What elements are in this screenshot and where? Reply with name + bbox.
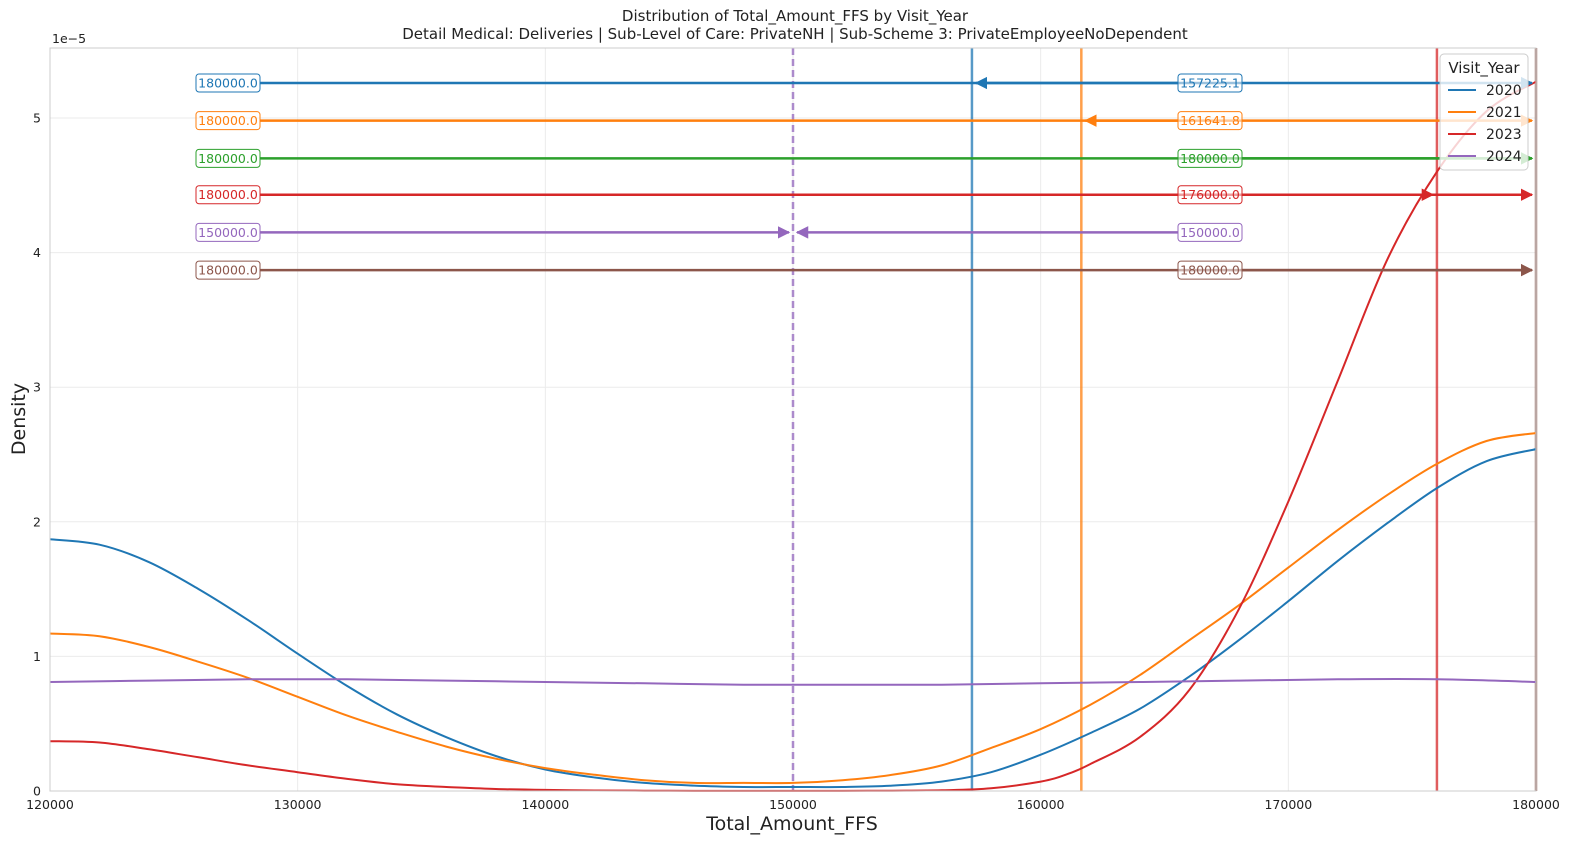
chart-title: Distribution of Total_Amount_FFS by Visi… [622, 7, 969, 26]
x-tick-label: 120000 [26, 797, 74, 812]
plot-frame [49, 47, 1537, 792]
x-tick-label: 130000 [274, 797, 322, 812]
annotation-box [195, 73, 261, 93]
legend-label-2023: 2023 [1486, 127, 1522, 143]
annotation-label-left: 180000.0 [198, 187, 258, 202]
annotation-box [1177, 260, 1243, 280]
annotation-box [195, 222, 261, 242]
y-tick-label: 1 [33, 649, 41, 664]
y-tick-label: 2 [33, 514, 41, 529]
x-tick-label: 170000 [1264, 797, 1312, 812]
series-line-2020 [49, 448, 1537, 789]
annotation-label-right: 150000.0 [1180, 225, 1240, 240]
x-tick-label: 180000 [1512, 797, 1560, 812]
annotation-label-right: 180000.0 [1180, 151, 1240, 166]
legend-label-2024: 2024 [1486, 149, 1522, 165]
annotation-box [195, 260, 261, 280]
legend-label-2020: 2020 [1486, 83, 1522, 99]
annotation-box [1177, 111, 1243, 131]
legend-label-2021: 2021 [1486, 105, 1522, 121]
annotation-box [195, 148, 261, 168]
annotation-row: 180000.0 180000.0 [195, 260, 1534, 280]
annotation-box [1177, 185, 1243, 205]
x-tick-label: 160000 [1017, 797, 1065, 812]
y-axis-label: Density [8, 383, 30, 455]
annotation-label-left: 180000.0 [198, 151, 258, 166]
x-tick-label: 150000 [769, 797, 817, 812]
legend-frame [1439, 53, 1529, 171]
y-tick-label: 0 [33, 784, 41, 799]
x-axis-ticks: 120000 130000 140000 150000 160000 170000 1800… [26, 797, 1560, 812]
annotation-label-right: 180000.0 [1180, 263, 1240, 278]
annotation-label-left: 180000.0 [198, 113, 258, 128]
annotation-row: 180000.0 180000.0 [195, 148, 1534, 168]
annotation-box [195, 111, 261, 131]
y-tick-label: 3 [33, 380, 41, 395]
annotation-box [1177, 222, 1243, 242]
y-axis-ticks: 0 1 2 3 4 5 [33, 110, 41, 798]
annotation-label-right: 176000.0 [1180, 187, 1240, 202]
series-line-2021 [49, 432, 1537, 785]
annotation-box [195, 185, 261, 205]
x-tick-label: 140000 [521, 797, 569, 812]
annotation-label-left: 180000.0 [198, 263, 258, 278]
annotation-row: 180000.0 176000.0 [195, 185, 1534, 205]
series-line-2024 [49, 678, 1537, 686]
legend-title: Visit_Year [1448, 59, 1520, 78]
chart-subtitle: Detail Medical: Deliveries | Sub-Level o… [402, 25, 1188, 43]
y-tick-label: 4 [33, 245, 41, 260]
annotation-label-right: 161641.8 [1180, 113, 1240, 128]
annotation-box [1177, 148, 1243, 168]
y-tick-label: 5 [33, 110, 41, 125]
annotation-label-left: 150000.0 [198, 225, 258, 240]
annotation-label-left: 180000.0 [198, 75, 258, 90]
annotation-box [1177, 73, 1243, 93]
annotation-label-right: 157225.1 [1180, 75, 1240, 90]
x-axis-label: Total_Amount_FFS [705, 813, 878, 835]
annotation-row: 180000.0 161641.8 [195, 111, 1534, 131]
annotation-row: 180000.0 157225.1 [195, 73, 1534, 93]
legend: Visit_Year 2020 2021 2023 2024 [1439, 53, 1529, 171]
y-scale-label: 1e−5 [52, 31, 86, 46]
annotation-row: 150000.0 150000.0 [195, 222, 1243, 242]
